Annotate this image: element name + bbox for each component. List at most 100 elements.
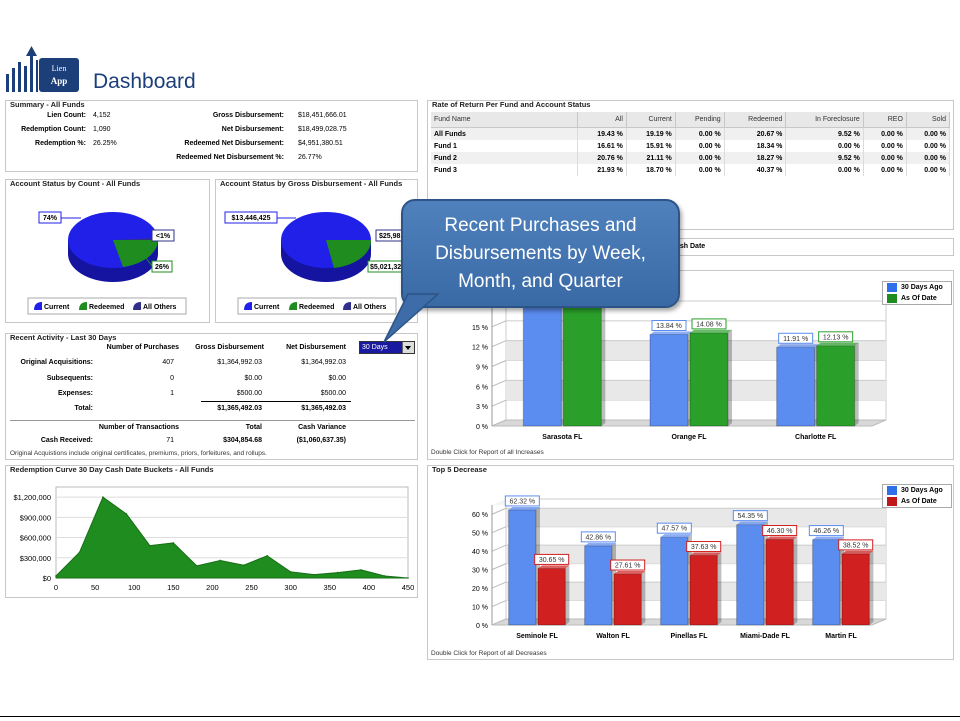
increase-footer[interactable]: Double Click for Report of all Increases [431,449,544,456]
x-tick-label: 50 [91,583,99,592]
gridline-side [491,360,507,367]
rate-col-header[interactable]: Pending [675,112,725,128]
y-tick-label: 10 % [472,605,488,612]
redeemed-net-disb-label: Redeemed Net Disbursement: [184,140,284,147]
table-cell: Fund 2 [431,152,578,164]
decrease-footer[interactable]: Double Click for Report of all Decreases [431,650,547,657]
redemption-pct-label: Redemption %: [35,140,86,147]
rate-of-return-title: Rate of Return Per Fund and Account Stat… [432,100,591,109]
bar [562,296,602,427]
bar-top [508,506,540,510]
pie-count-label-redeemed: 26% [155,264,170,271]
data-point [289,571,292,573]
y-tick-label: $300,000 [20,554,51,563]
data-label: 11.91 % [783,336,808,343]
legend-30days-icon [887,283,897,292]
cash-label: Cash Received: [40,437,93,444]
redemption-count-value: 1,090 [93,126,111,133]
bar [736,524,765,626]
col-net: Net Disbursement [286,344,346,351]
redeemed-net-disb-value: $4,951,380.51 [298,140,343,147]
bar-top [614,571,646,575]
bar-top [690,329,732,333]
pie-gross-chart: $13,446,425 $25,98 $5,021,32 Current Red… [224,211,417,315]
bar-top [650,331,692,335]
period-dropdown[interactable]: 30 Days [359,341,415,354]
rate-col-header[interactable]: Redeemed [724,112,787,128]
rate-of-return-panel: Rate of Return Per Fund and Account Stat… [427,100,954,230]
pie-gross-panel[interactable]: Account Status by Gross Disbursement - A… [215,179,418,323]
pie-count-panel[interactable]: Account Status by Count - All Funds 74% … [5,179,210,323]
data-label: 54.35 % [737,513,763,520]
x-tick-label: 200 [206,583,219,592]
table-row[interactable]: Fund 3 21.93 % 18.70 % 0.00 % 40.37 % 0.00 % 0… [431,164,951,176]
pie-gross-legend-current: Current [254,304,280,311]
data-point [125,513,128,515]
logo-text-2: App [51,76,68,86]
gridline-side [491,600,507,607]
rate-col-header[interactable]: Fund Name [431,112,578,128]
bar [776,346,816,427]
recent-activity-title: Recent Activity - Last 30 Days [10,333,117,342]
lienapp-logo-icon: Lien App [6,46,79,92]
data-label: 27.61 % [615,563,641,570]
table-row[interactable]: Fund 1 16.61 % 15.91 % 0.00 % 18.34 % 0.00 % 0… [431,140,951,152]
redemption-curve-chart: $0 $300,000 $600,000 $900,000 $1,200,000 0 50 1… [13,486,414,592]
table-cell: 0.00 % [785,140,864,152]
rate-col-header[interactable]: All [577,112,627,128]
table-cell: 0.00 % [675,152,725,164]
period-dropdown-value: 30 Days [362,344,388,351]
table-cell: 0.00 % [785,164,864,176]
row-exp-label: Expenses: [57,390,93,397]
bar-side [728,329,732,426]
table-cell: 0.00 % [863,140,907,152]
total-rule [201,401,351,402]
pie-count-title: Account Status by Count - All Funds [10,179,141,188]
decrease-chart-panel[interactable]: Top 5 Decrease 0 % 10 % 20 % 30 % 40 % 50 % 60… [427,465,954,660]
chevron-down-icon[interactable] [402,342,414,353]
redemption-curve-panel[interactable]: Redemption Curve 30 Day Cash Date Bucket… [5,465,418,598]
data-label-box [534,553,570,565]
rate-col-header[interactable]: In Foreclosure [785,112,864,128]
table-cell: 19.43 % [577,127,627,140]
table-cell: 9.52 % [785,152,864,164]
data-point [407,577,409,579]
x-tick-label: 350 [324,583,337,592]
bar-side [854,342,859,426]
rate-col-header[interactable]: Sold [906,112,951,128]
table-row[interactable]: Fund 2 20.76 % 21.11 % 0.00 % 18.27 % 9.52 % 0… [431,152,951,164]
y-tick-label: 12 % [472,345,488,352]
row-exp-net: $500.00 [320,390,346,397]
callout-pointer [383,293,440,343]
rate-col-header[interactable]: Current [626,112,676,128]
bar [508,509,537,626]
y-tick-label: 20 % [472,586,488,593]
row-total-gross: $1,365,492.03 [217,405,262,412]
x-tick-label: 300 [284,583,297,592]
row-orig-n: 407 [162,359,174,366]
bar-top [736,521,768,525]
data-point [149,544,151,547]
data-point [78,551,81,554]
data-label-box [762,525,798,537]
data-label-box [691,318,727,330]
y-tick-label: $0 [43,574,51,583]
net-disb-value: $18,499,028.75 [298,126,347,133]
gridline-side [491,399,507,407]
category-label: Pinellas FL [671,633,709,640]
bar [689,332,729,427]
table-cell: 40.37 % [724,164,787,176]
data-point [219,559,222,562]
y-tick-label: 30 % [472,568,488,575]
rate-table-wrap: Fund Name All Current Pending Redeemed In For… [431,112,951,176]
table-row[interactable]: All Funds 19.43 % 19.19 % 0.00 % 20.67 % 9.52… [431,127,951,140]
category-label: Miami-Dade FL [740,633,791,640]
data-label-box [651,320,687,332]
table-cell: Fund 3 [431,164,578,176]
redemption-pct-value: 26.25% [93,140,117,147]
col-gross: Gross Disbursement [195,344,264,351]
table-cell: 0.00 % [863,164,907,176]
gross-disb-value: $18,451,666.01 [298,112,347,119]
rate-col-header[interactable]: REO [863,112,907,128]
row-orig-label: Original Acquisitions: [20,359,93,366]
